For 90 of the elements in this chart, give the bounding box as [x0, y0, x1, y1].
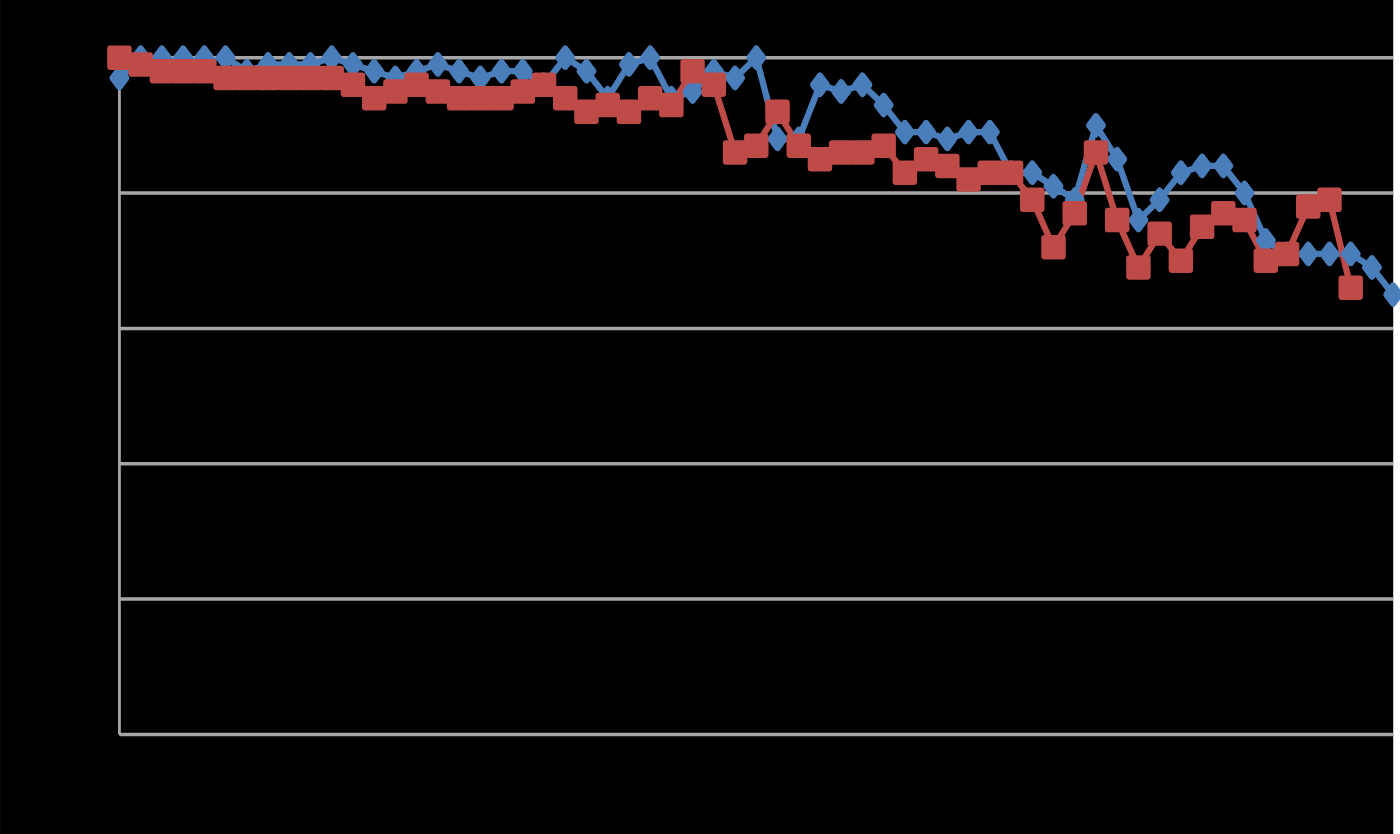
point	[361, 86, 387, 111]
point	[916, 119, 937, 145]
point	[1338, 275, 1363, 301]
point	[1128, 207, 1149, 233]
point	[807, 146, 833, 172]
point	[786, 133, 811, 158]
point	[555, 45, 576, 70]
point	[149, 59, 175, 84]
point	[701, 72, 727, 98]
point	[213, 65, 238, 91]
point	[979, 119, 1000, 145]
point	[746, 45, 767, 70]
point	[722, 140, 748, 165]
point	[1149, 187, 1170, 213]
point	[1296, 194, 1321, 219]
point	[1022, 160, 1043, 186]
point	[637, 86, 663, 111]
point	[1298, 241, 1319, 267]
point	[1317, 187, 1342, 213]
point	[574, 99, 599, 125]
point	[1147, 221, 1172, 246]
point	[937, 126, 958, 152]
point	[1168, 248, 1194, 273]
point	[1085, 113, 1106, 138]
point	[1020, 187, 1045, 213]
point	[1340, 241, 1361, 267]
point	[234, 65, 260, 91]
point	[255, 65, 281, 91]
point	[1083, 140, 1109, 165]
point	[427, 52, 448, 77]
point	[1192, 153, 1213, 179]
point	[850, 140, 875, 165]
point	[616, 99, 642, 125]
point	[491, 59, 512, 84]
point	[1211, 201, 1236, 226]
point	[725, 65, 746, 91]
point	[680, 59, 705, 84]
point	[1041, 234, 1066, 260]
point	[576, 59, 597, 84]
point	[659, 92, 684, 118]
point	[913, 146, 939, 172]
point	[892, 160, 918, 186]
point	[618, 52, 639, 77]
point	[1213, 153, 1234, 179]
point	[449, 59, 470, 84]
point	[894, 119, 915, 145]
point	[1107, 146, 1128, 172]
point	[935, 153, 960, 179]
point	[277, 65, 302, 91]
point	[873, 92, 894, 118]
point	[977, 160, 1003, 186]
point	[1189, 214, 1215, 240]
point	[828, 140, 854, 165]
point	[319, 65, 344, 91]
point	[852, 72, 873, 98]
point	[640, 45, 661, 70]
point	[425, 79, 451, 104]
point	[1104, 207, 1130, 233]
point	[1234, 180, 1255, 206]
point	[1253, 248, 1279, 273]
point	[1361, 255, 1382, 280]
point	[595, 92, 620, 118]
point	[489, 86, 514, 111]
point	[192, 59, 217, 84]
point	[810, 72, 830, 98]
point	[128, 52, 153, 77]
point	[1319, 241, 1340, 267]
point	[468, 86, 493, 111]
point	[446, 86, 472, 111]
point	[958, 119, 979, 145]
point	[404, 72, 429, 98]
point	[767, 126, 788, 152]
point	[364, 59, 385, 84]
point	[340, 72, 366, 98]
point	[744, 133, 769, 158]
point	[170, 59, 196, 84]
point	[1126, 255, 1151, 280]
point	[298, 65, 323, 91]
point	[1232, 207, 1257, 233]
point	[510, 79, 536, 104]
point	[956, 167, 981, 192]
point	[383, 79, 408, 104]
point	[107, 45, 132, 70]
point	[553, 86, 578, 111]
point	[871, 133, 896, 158]
point	[1062, 201, 1087, 226]
point	[765, 99, 790, 125]
point	[831, 79, 852, 104]
point	[1043, 174, 1064, 199]
point	[1170, 160, 1191, 186]
